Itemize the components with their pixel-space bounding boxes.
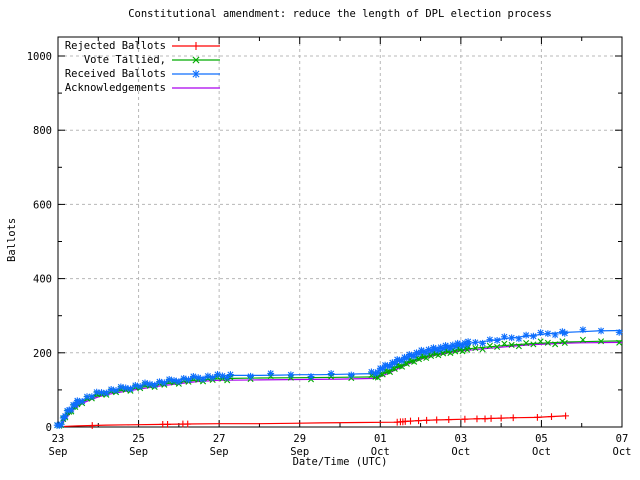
y-axis-label: Ballots bbox=[6, 217, 18, 262]
svg-text:Sep: Sep bbox=[210, 446, 229, 458]
legend-item-rejected-ballots: Rejected Ballots bbox=[60, 39, 220, 53]
svg-text:Oct: Oct bbox=[451, 446, 470, 458]
svg-text:03: 03 bbox=[455, 433, 468, 445]
svg-text:23: 23 bbox=[52, 433, 65, 445]
svg-text:600: 600 bbox=[33, 199, 52, 211]
legend-label: Received Ballots bbox=[64, 68, 166, 80]
legend-label: Vote Tallied, bbox=[83, 54, 166, 66]
svg-text:25: 25 bbox=[132, 433, 145, 445]
legend-sample-line-icon bbox=[172, 70, 220, 78]
svg-text:Sep: Sep bbox=[290, 446, 309, 458]
svg-text:Sep: Sep bbox=[129, 446, 148, 458]
legend-sample-line-icon bbox=[172, 42, 220, 50]
chart-title: Constitutional amendment: reduce the len… bbox=[128, 8, 552, 20]
svg-text:Oct: Oct bbox=[371, 446, 390, 458]
svg-text:Oct: Oct bbox=[613, 446, 632, 458]
svg-text:01: 01 bbox=[374, 433, 387, 445]
legend-sample-line-icon bbox=[172, 87, 220, 89]
legend-label: Rejected Ballots bbox=[64, 40, 166, 52]
svg-text:07: 07 bbox=[616, 433, 629, 445]
svg-text:Sep: Sep bbox=[49, 446, 68, 458]
legend-item-received-ballots: Received Ballots bbox=[60, 67, 220, 81]
svg-text:0: 0 bbox=[46, 422, 52, 434]
legend: Rejected Ballots Vote Tallied, Received … bbox=[60, 39, 220, 95]
legend-label: Acknowledgements bbox=[64, 82, 166, 94]
x-axis-label: Date/Time (UTC) bbox=[292, 456, 388, 468]
svg-text:Oct: Oct bbox=[532, 446, 551, 458]
legend-sample-line-icon bbox=[172, 56, 220, 64]
svg-text:200: 200 bbox=[33, 348, 52, 360]
svg-text:29: 29 bbox=[293, 433, 306, 445]
svg-text:400: 400 bbox=[33, 274, 52, 286]
svg-text:1000: 1000 bbox=[27, 51, 52, 63]
svg-text:05: 05 bbox=[535, 433, 548, 445]
legend-item-vote-tallied: Vote Tallied, bbox=[60, 53, 220, 67]
legend-item-acknowledgements: Acknowledgements bbox=[60, 81, 220, 95]
svg-text:800: 800 bbox=[33, 125, 52, 137]
svg-text:27: 27 bbox=[213, 433, 226, 445]
